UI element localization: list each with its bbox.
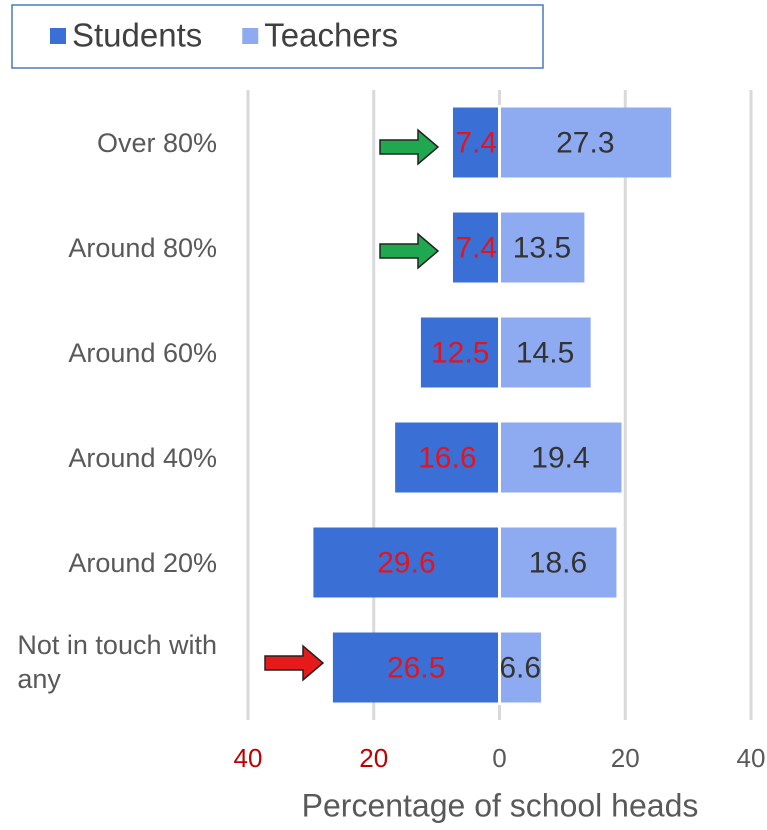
x-tick-label: 0 xyxy=(492,743,506,773)
data-label: 6.6 xyxy=(499,651,541,684)
y-tick-label: Not in touch with any xyxy=(17,629,217,694)
bar xyxy=(499,527,617,598)
arrows xyxy=(264,128,440,682)
arrow xyxy=(379,232,440,270)
x-tick-label: 40 xyxy=(234,743,263,773)
data-label: 16.6 xyxy=(418,441,476,474)
bar xyxy=(420,317,500,388)
data-label: 18.6 xyxy=(529,546,587,579)
data-label: 29.6 xyxy=(377,546,435,579)
legend-label: Teachers xyxy=(264,17,398,54)
arrow xyxy=(379,128,440,166)
data-label: 14.5 xyxy=(516,336,574,369)
bar xyxy=(499,317,591,388)
data-label: 26.5 xyxy=(387,651,445,684)
legend-box xyxy=(11,4,544,69)
legend-label: Students xyxy=(72,17,202,54)
bar xyxy=(313,527,500,598)
arrow xyxy=(264,644,325,682)
bar xyxy=(452,212,500,283)
y-tick-label: Around 60% xyxy=(68,337,217,368)
bar xyxy=(499,632,541,703)
legend-swatch xyxy=(242,28,259,44)
legend-swatch xyxy=(50,28,66,44)
bar xyxy=(395,422,500,493)
x-axis-title: Percentage of school heads xyxy=(302,787,699,823)
bar xyxy=(452,107,500,178)
x-tick-label: 20 xyxy=(359,743,388,773)
data-label: 12.5 xyxy=(431,336,489,369)
y-tick-label: Around 40% xyxy=(68,442,217,473)
x-tick-label: 20 xyxy=(611,743,640,773)
y-tick-label: Over 80% xyxy=(96,127,217,158)
y-tick-label: Around 80% xyxy=(68,232,217,263)
bar xyxy=(499,107,672,178)
bar xyxy=(332,632,500,703)
data-label: 7.4 xyxy=(455,126,497,159)
y-tick-label: Around 20% xyxy=(68,547,217,578)
data-label: 13.5 xyxy=(513,231,571,264)
data-label: 27.3 xyxy=(556,126,614,159)
data-label: 19.4 xyxy=(531,441,589,474)
bar xyxy=(499,212,585,283)
data-label: 7.4 xyxy=(455,231,497,264)
bar xyxy=(499,422,622,493)
x-tick-label: 40 xyxy=(737,743,766,773)
